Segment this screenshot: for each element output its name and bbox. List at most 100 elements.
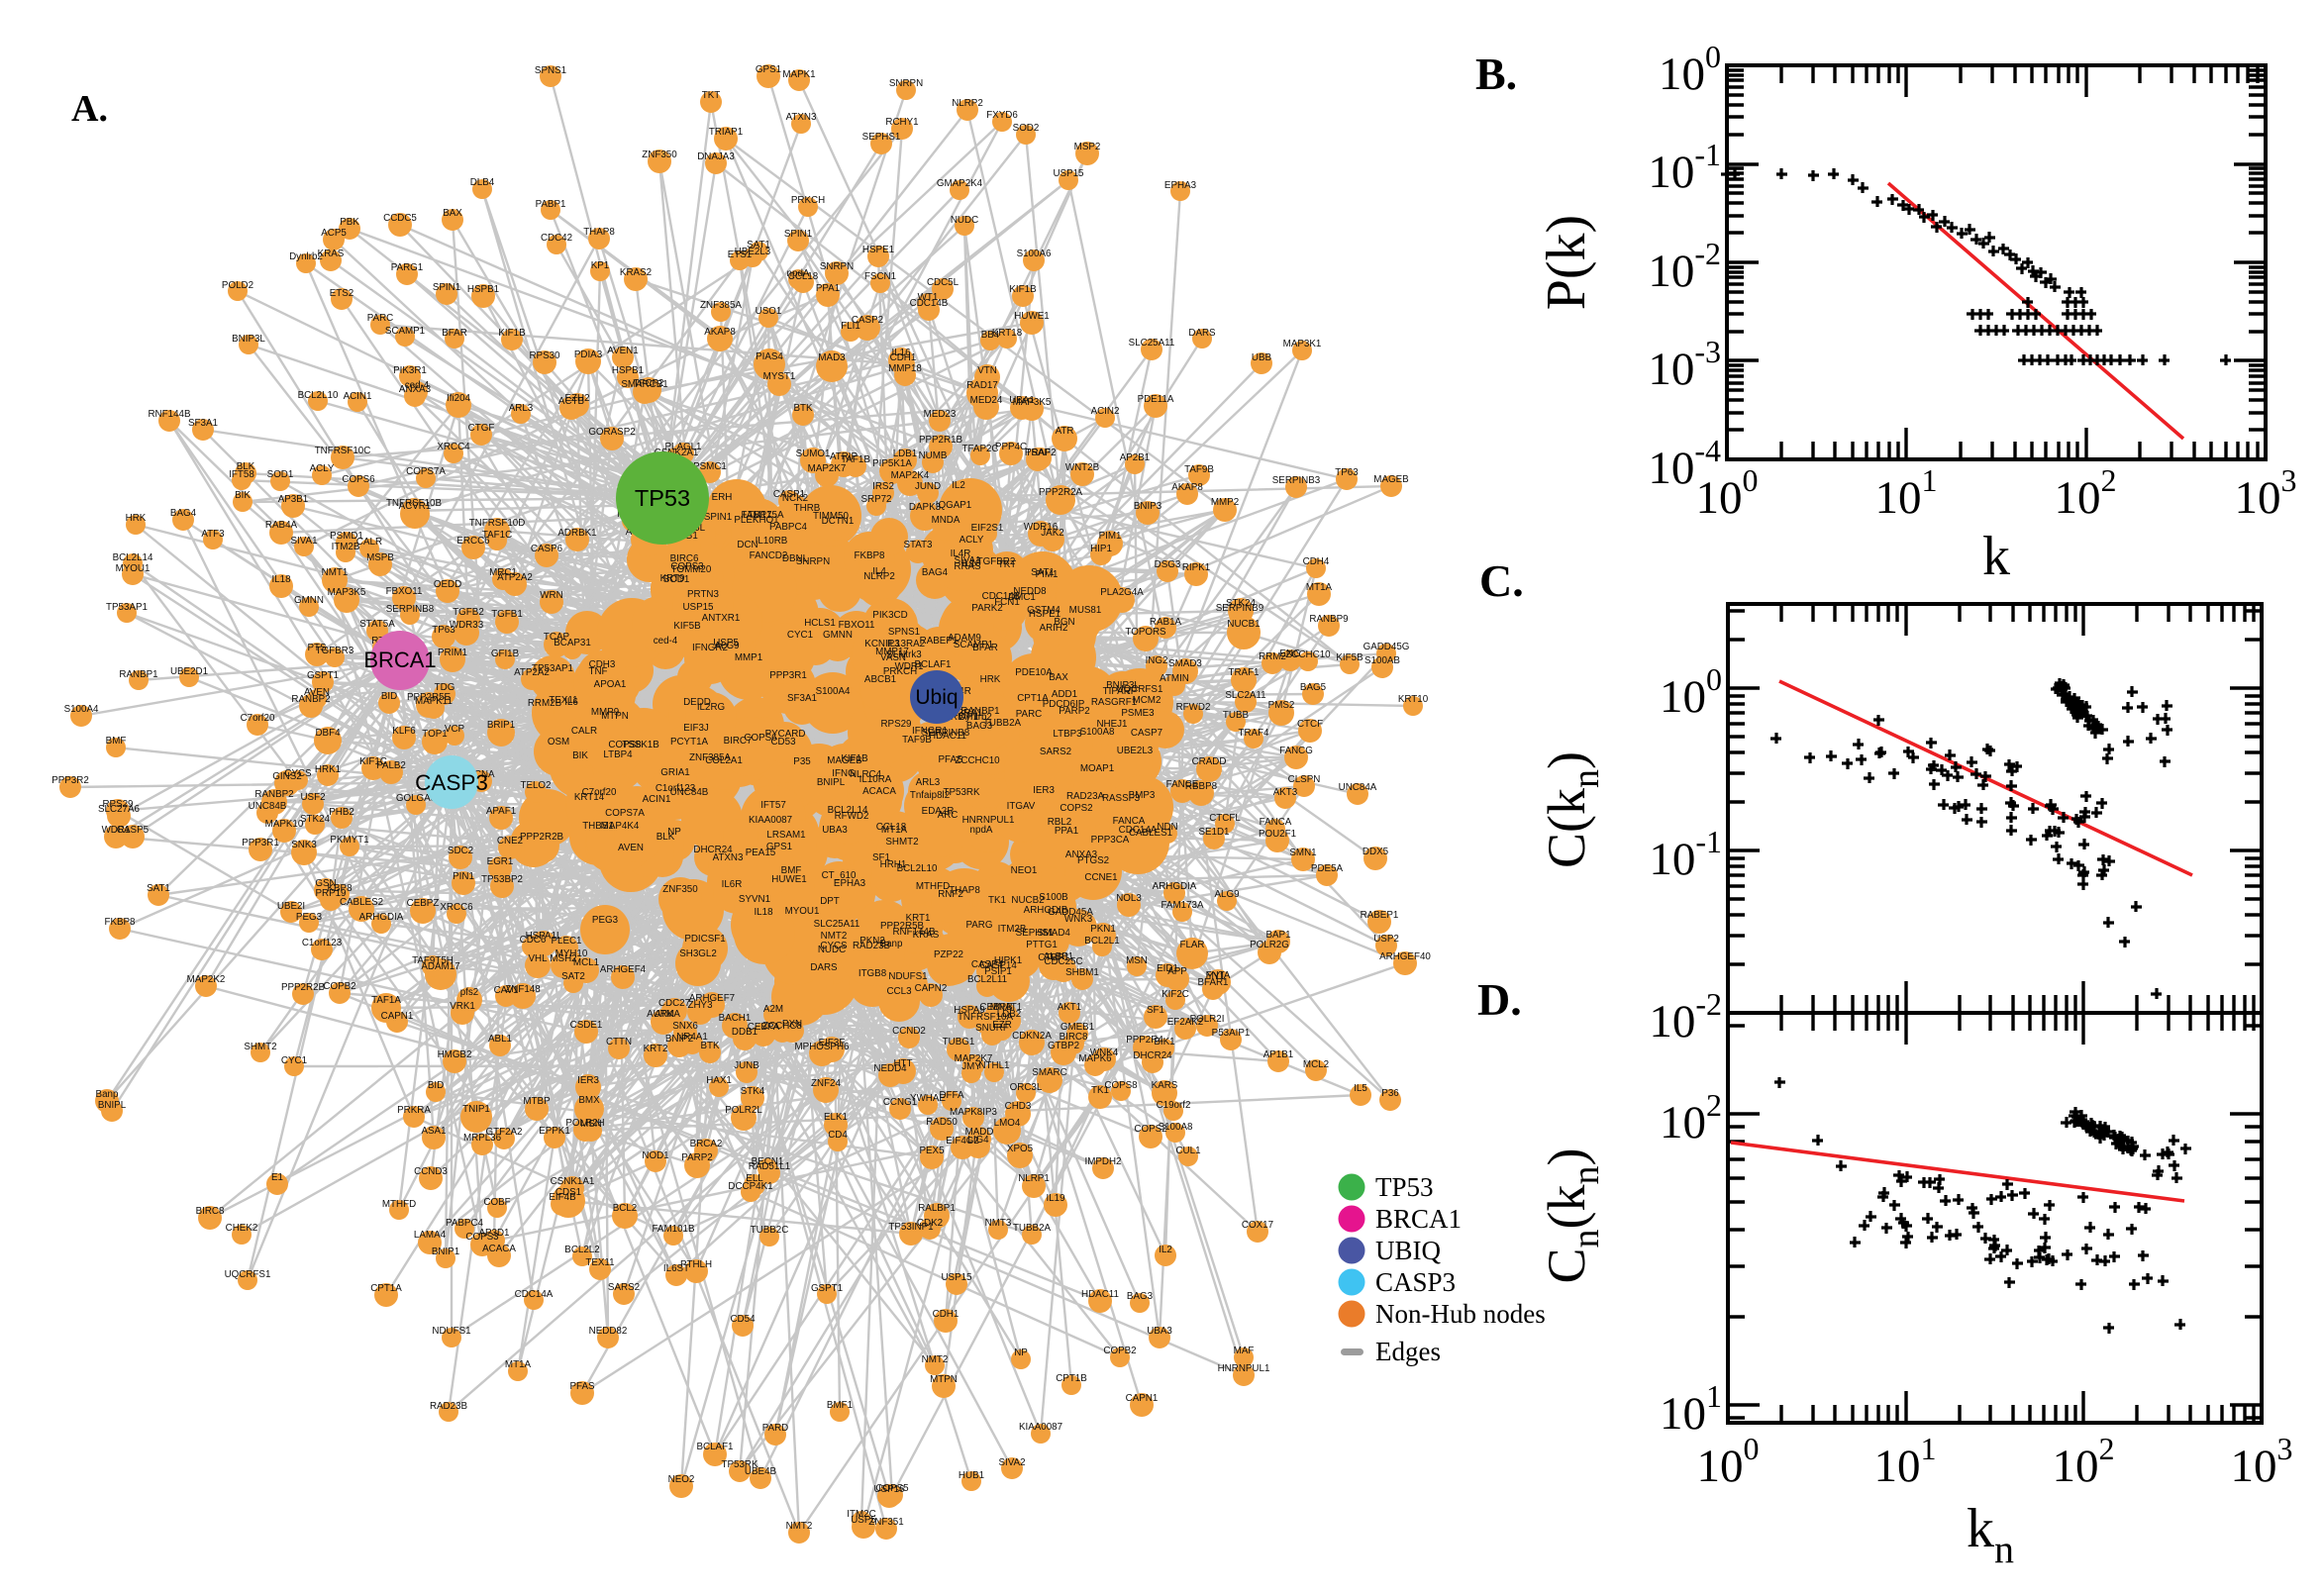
svg-text:MMP17: MMP17	[875, 647, 909, 657]
svg-text:PTS: PTS	[307, 643, 327, 653]
svg-text:AP1B1: AP1B1	[1263, 1049, 1294, 1060]
svg-text:KIF1B: KIF1B	[498, 328, 526, 339]
svg-text:IFT58: IFT58	[229, 469, 254, 480]
svg-text:SE1D1: SE1D1	[1198, 827, 1229, 838]
svg-text:EIF3F: EIF3F	[819, 1038, 846, 1048]
svg-text:BCL2L10: BCL2L10	[298, 390, 339, 401]
svg-text:COPS7A: COPS7A	[605, 808, 645, 819]
svg-text:NMT2: NMT2	[786, 1521, 813, 1532]
svg-text:S100A8: S100A8	[1080, 727, 1115, 738]
svg-text:Banp: Banp	[96, 1089, 119, 1100]
svg-text:NLRP2: NLRP2	[863, 571, 895, 582]
svg-text:TKT: TKT	[998, 559, 1017, 570]
svg-text:CALR: CALR	[356, 537, 382, 548]
svg-text:PXN: PXN	[782, 1019, 802, 1030]
svg-text:CDH3: CDH3	[589, 659, 616, 670]
svg-text:PEG3: PEG3	[296, 912, 323, 923]
svg-text:BIK1: BIK1	[1154, 1037, 1174, 1047]
svg-text:ALG9: ALG9	[1214, 889, 1239, 900]
svg-text:ANTXR1: ANTXR1	[702, 613, 741, 624]
svg-text:CDH4: CDH4	[1303, 556, 1330, 567]
svg-text:PKN2: PKN2	[859, 936, 885, 947]
svg-text:ACACA: ACACA	[482, 1244, 516, 1254]
svg-text:PEX5: PEX5	[919, 1146, 945, 1156]
svg-text:ENG: ENG	[1279, 648, 1300, 659]
svg-text:MAF: MAF	[1234, 1346, 1255, 1356]
svg-text:MSPB: MSPB	[366, 552, 394, 563]
svg-text:TP53RK: TP53RK	[943, 787, 979, 798]
svg-text:HNRNPUL1: HNRNPUL1	[1218, 1363, 1270, 1374]
svg-text:COL2A1: COL2A1	[705, 755, 743, 766]
svg-text:PIK3R1: PIK3R1	[393, 365, 427, 376]
svg-text:SAT2: SAT2	[561, 971, 585, 982]
svg-text:IFNG: IFNG	[832, 768, 855, 779]
svg-text:TNIP1: TNIP1	[462, 1104, 490, 1115]
svg-text:BIRC8: BIRC8	[1060, 1032, 1088, 1043]
svg-text:NUCB1: NUCB1	[1227, 619, 1260, 630]
svg-text:CALR: CALR	[571, 726, 597, 737]
svg-text:PDIA3: PDIA3	[574, 349, 603, 360]
svg-text:UBA3: UBA3	[822, 825, 848, 836]
svg-text:PRTN3: PRTN3	[687, 589, 719, 600]
svg-text:AKT3: AKT3	[1273, 787, 1298, 798]
svg-text:ACIN1: ACIN1	[643, 794, 671, 805]
svg-text:UNC84B: UNC84B	[249, 801, 287, 812]
svg-text:ADD1: ADD1	[1052, 689, 1077, 700]
svg-text:FANCA: FANCA	[1260, 817, 1292, 828]
svg-text:TAF1C: TAF1C	[482, 530, 512, 541]
svg-text:C7orf20: C7orf20	[582, 787, 617, 798]
svg-text:PBK: PBK	[340, 217, 359, 228]
svg-text:BRCA1: BRCA1	[1375, 1204, 1462, 1234]
svg-text:FKBP8: FKBP8	[104, 917, 136, 928]
svg-text:VTN: VTN	[977, 365, 997, 376]
svg-text:PPP3R2: PPP3R2	[51, 775, 89, 786]
svg-text:RFWD2: RFWD2	[1176, 702, 1211, 713]
svg-text:GINS2: GINS2	[272, 771, 301, 782]
svg-text:SF1: SF1	[872, 852, 890, 863]
svg-text:MMP2: MMP2	[1211, 497, 1239, 508]
svg-text:S100A4: S100A4	[816, 686, 851, 697]
svg-text:BMF: BMF	[106, 736, 127, 747]
svg-text:BCL2: BCL2	[613, 1203, 638, 1214]
svg-text:PLA2G4A: PLA2G4A	[1100, 587, 1144, 598]
svg-text:B.: B.	[1475, 49, 1517, 99]
svg-text:PARG1: PARG1	[391, 262, 424, 273]
svg-text:PRKRA: PRKRA	[397, 1105, 431, 1116]
svg-text:NOD1: NOD1	[642, 1150, 668, 1161]
svg-text:CD4: CD4	[828, 1130, 848, 1141]
svg-text:PPA1: PPA1	[816, 283, 840, 294]
svg-text:BB4: BB4	[981, 330, 1000, 341]
svg-text:TP53AP1: TP53AP1	[532, 663, 573, 674]
svg-text:BCAP31: BCAP31	[554, 638, 591, 648]
svg-text:BAG3: BAG3	[966, 721, 993, 732]
svg-text:KARS: KARS	[1152, 1080, 1178, 1091]
svg-text:TNFRSF10B: TNFRSF10B	[386, 498, 443, 509]
svg-text:TKT: TKT	[702, 90, 721, 101]
svg-text:DARS: DARS	[810, 962, 838, 973]
svg-text:POU2F1: POU2F1	[1259, 829, 1296, 840]
svg-text:ACACA: ACACA	[862, 786, 896, 797]
svg-text:LAMA4: LAMA4	[414, 1230, 447, 1241]
svg-text:PTGS2: PTGS2	[1077, 855, 1109, 866]
svg-text:ASA1: ASA1	[421, 1126, 446, 1137]
svg-text:BNIPL: BNIPL	[817, 777, 846, 788]
svg-text:SF3A1: SF3A1	[787, 693, 817, 704]
svg-text:NLRP1: NLRP1	[1018, 1173, 1050, 1184]
svg-text:SMARC: SMARC	[1032, 1067, 1066, 1078]
svg-text:SNURF: SNURF	[975, 1023, 1009, 1034]
svg-text:RBBP8: RBBP8	[1185, 781, 1218, 792]
svg-text:npdA: npdA	[787, 268, 810, 279]
svg-text:UBA1: UBA1	[1009, 395, 1035, 406]
svg-text:XPO5: XPO5	[1007, 1144, 1034, 1154]
svg-text:FANCA: FANCA	[1113, 816, 1146, 827]
svg-text:PRKCH: PRKCH	[883, 666, 917, 677]
svg-text:CDK2: CDK2	[917, 1218, 943, 1229]
svg-text:DCTN1: DCTN1	[822, 516, 855, 527]
svg-text:A2M: A2M	[763, 1004, 783, 1015]
svg-text:EZH2: EZH2	[564, 393, 589, 404]
svg-text:BCL2L2: BCL2L2	[564, 1245, 599, 1255]
svg-text:FLAR: FLAR	[1179, 940, 1204, 950]
svg-text:RAD17: RAD17	[966, 380, 998, 391]
svg-text:IL2RG: IL2RG	[697, 702, 725, 713]
svg-text:BCLAF1: BCLAF1	[696, 1442, 733, 1452]
